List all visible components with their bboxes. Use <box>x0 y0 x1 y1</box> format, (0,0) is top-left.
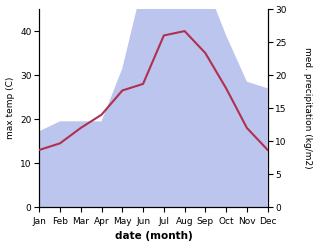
X-axis label: date (month): date (month) <box>114 231 192 242</box>
Y-axis label: med. precipitation (kg/m2): med. precipitation (kg/m2) <box>303 47 313 169</box>
Y-axis label: max temp (C): max temp (C) <box>5 77 15 139</box>
